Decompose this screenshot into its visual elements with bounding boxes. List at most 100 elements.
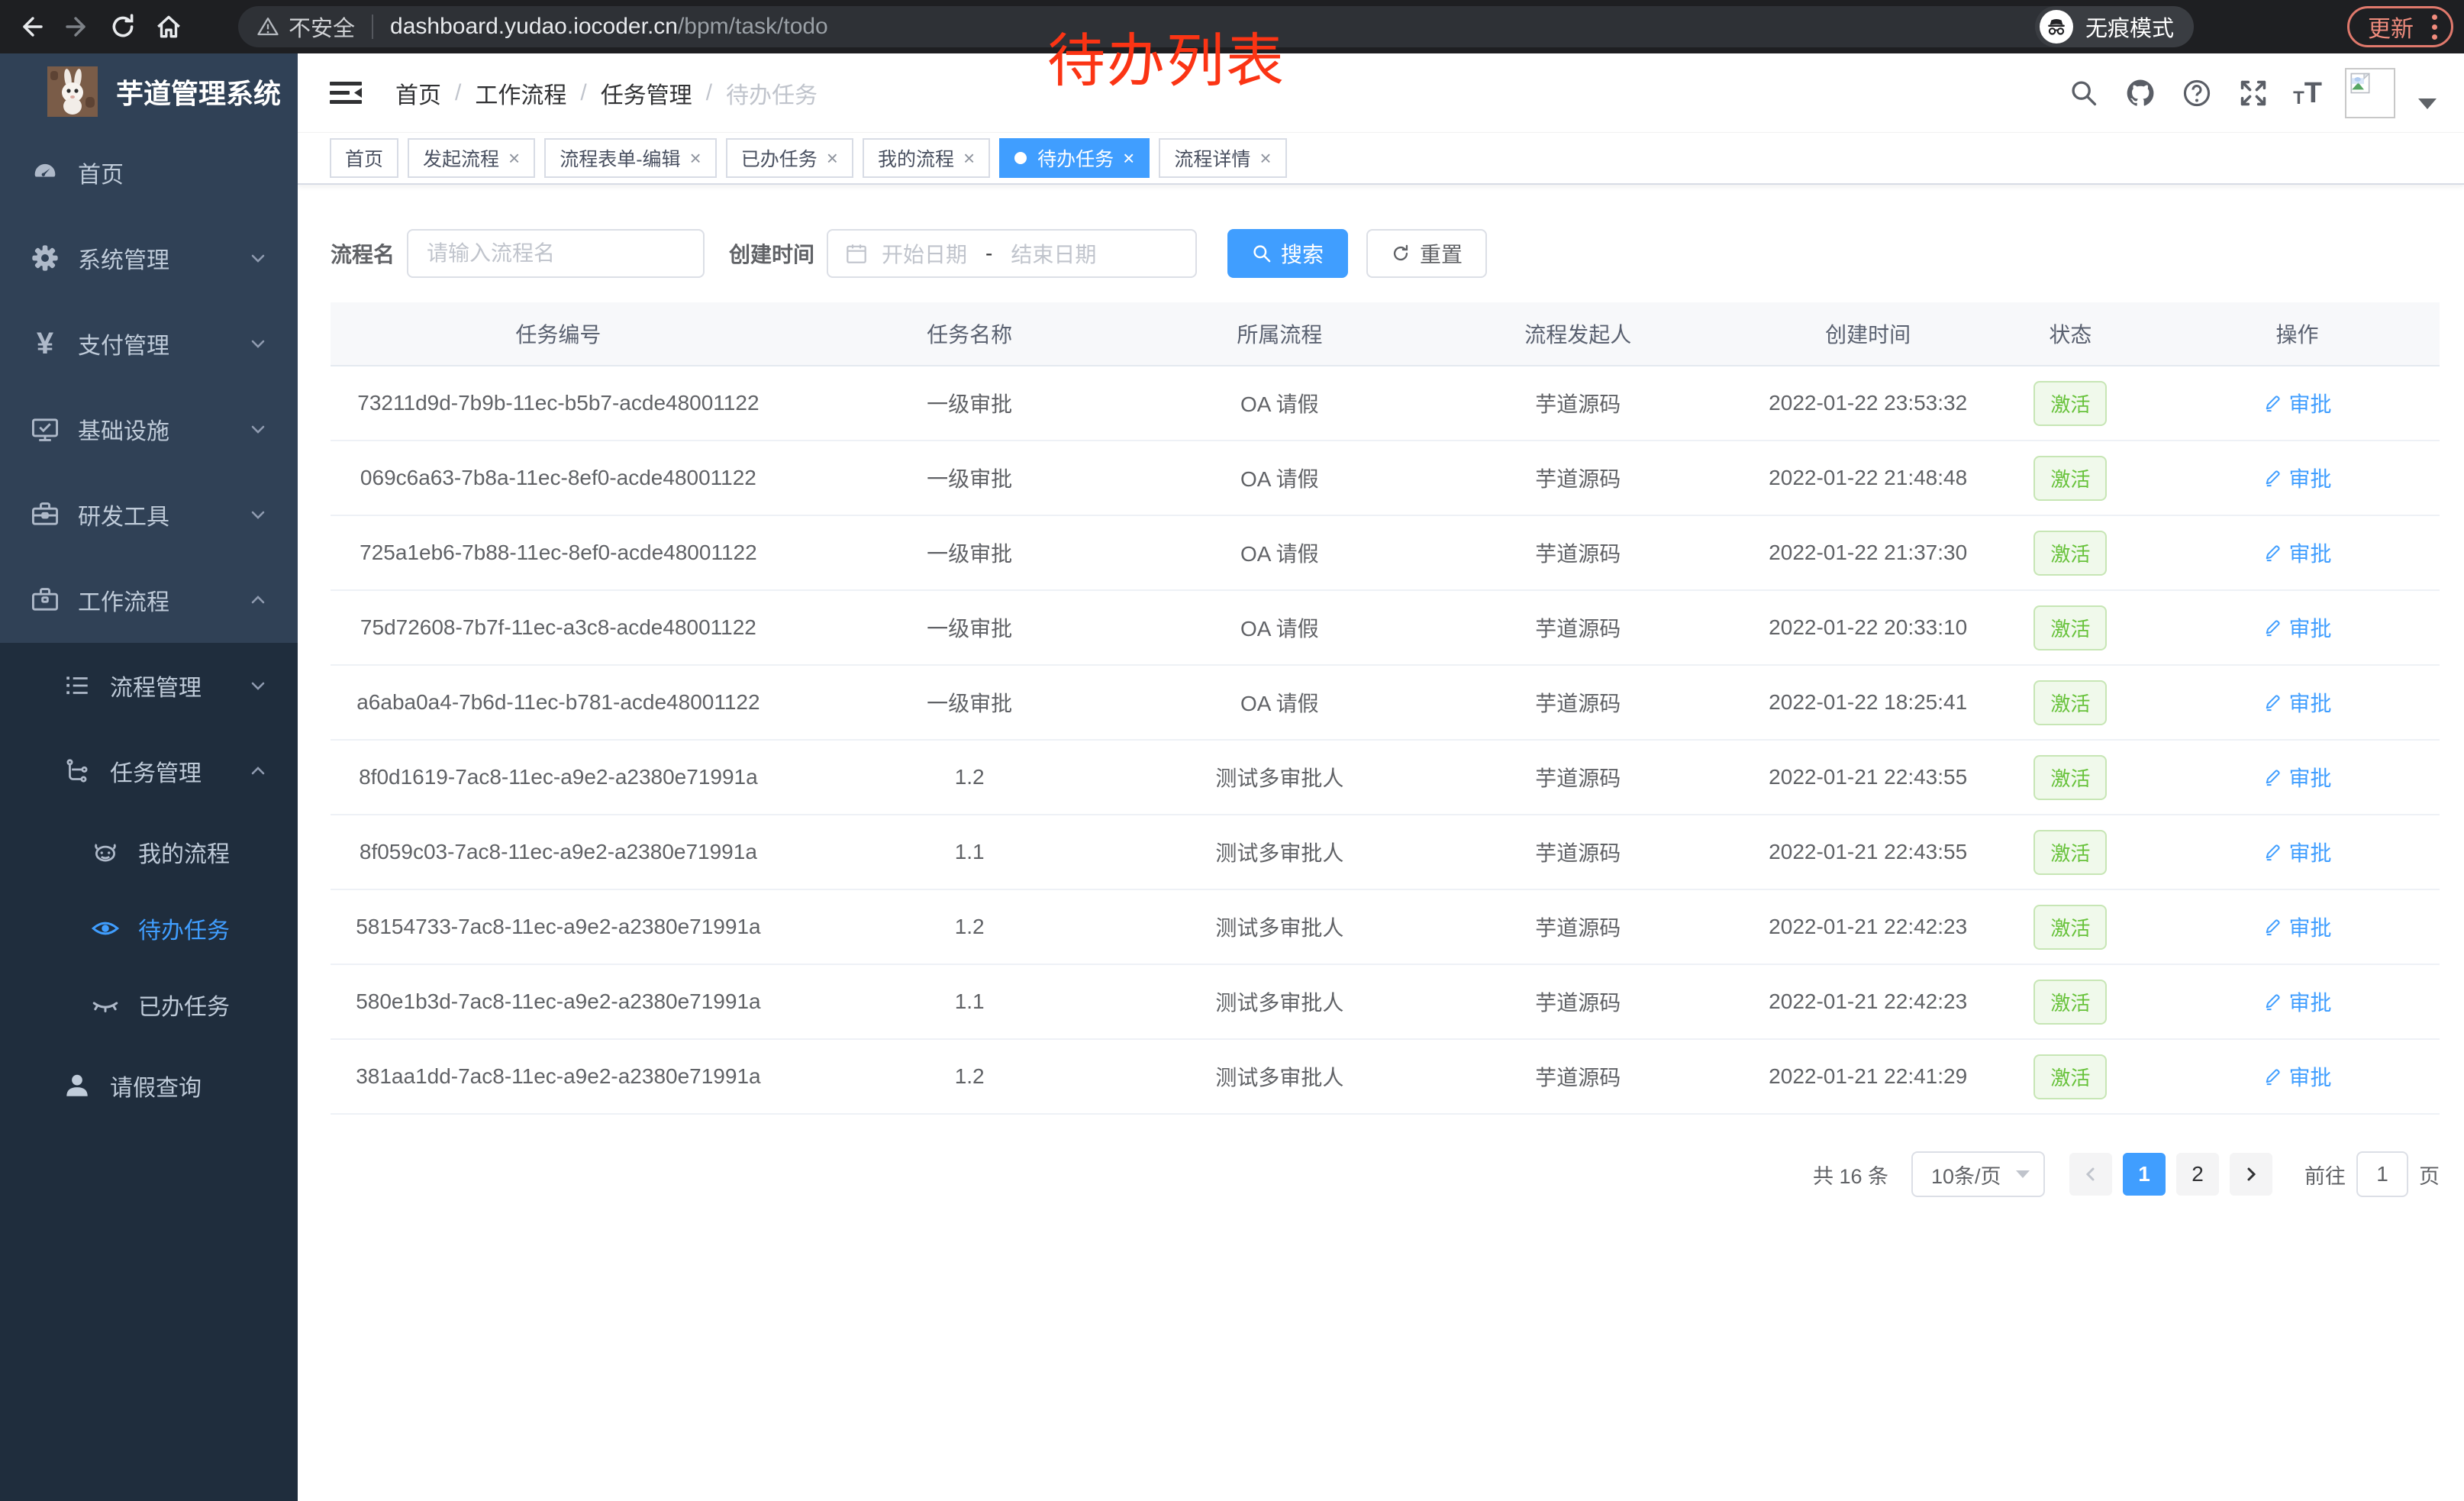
goto-page-input[interactable]: [2356, 1151, 2408, 1197]
sidebar-item-workflow[interactable]: 工作流程: [0, 557, 298, 643]
edit-icon: [2266, 395, 2281, 412]
help-icon[interactable]: [2180, 76, 2214, 110]
close-icon[interactable]: ×: [1259, 147, 1272, 169]
search-button[interactable]: 搜索: [1227, 229, 1349, 278]
chevron-down-icon: [247, 247, 269, 269]
chevron-left-icon: [2085, 1167, 2095, 1181]
incognito-badge: 无痕模式: [2034, 6, 2194, 47]
approve-link[interactable]: 审批: [2262, 837, 2331, 867]
close-icon[interactable]: ×: [1123, 147, 1135, 169]
col-status: 状态: [1985, 302, 2155, 366]
next-page-button[interactable]: [2230, 1153, 2272, 1196]
page-button-1[interactable]: 1: [2123, 1153, 2166, 1196]
approve-link[interactable]: 审批: [2262, 687, 2331, 718]
close-icon[interactable]: ×: [963, 147, 976, 169]
approve-link[interactable]: 审批: [2262, 762, 2331, 792]
url-path: /bpm/task/todo: [677, 14, 828, 39]
breadcrumb-current: 待办任务: [726, 82, 818, 108]
approve-link[interactable]: 审批: [2262, 388, 2331, 418]
filter-bar: 流程名 创建时间 开始日期 - 结束日期 搜索 重置: [331, 229, 2440, 278]
security-label: 不安全: [289, 17, 356, 41]
incognito-icon: [2039, 10, 2073, 44]
sidebar-item-todo-task[interactable]: 待办任务: [0, 890, 298, 967]
fullscreen-icon[interactable]: [2237, 76, 2270, 110]
status-badge: 激活: [2033, 679, 2108, 725]
approve-link[interactable]: 审批: [2262, 1061, 2331, 1092]
update-label: 更新: [2368, 17, 2414, 42]
approve-link[interactable]: 审批: [2262, 612, 2331, 643]
approve-link[interactable]: 审批: [2262, 986, 2331, 1017]
avatar[interactable]: [2345, 67, 2395, 118]
table-header-row: 任务编号 任务名称 所属流程 流程发起人 创建时间 状态 操作: [331, 302, 2440, 366]
back-icon[interactable]: [17, 12, 46, 41]
edit-icon: [2266, 770, 2281, 786]
update-button[interactable]: 更新: [2347, 6, 2453, 47]
reload-icon[interactable]: [108, 12, 137, 41]
col-action: 操作: [2154, 302, 2440, 366]
approve-link[interactable]: 审批: [2262, 537, 2331, 568]
tree-list-icon: [60, 671, 95, 700]
calendar-icon: [847, 244, 866, 263]
status-badge: 激活: [2033, 1054, 2108, 1099]
url-host: dashboard.yudao.iocoder.cn: [390, 14, 678, 39]
reset-button[interactable]: 重置: [1366, 229, 1488, 278]
address-bar[interactable]: 不安全 dashboard.yudao.iocoder.cn/bpm/task/…: [238, 6, 2183, 47]
sidebar-item-dev-tools[interactable]: 研发工具: [0, 472, 298, 557]
home-icon[interactable]: [154, 12, 183, 41]
github-icon[interactable]: [2124, 76, 2157, 110]
sidebar-item-leave-query[interactable]: 请假查询: [0, 1043, 298, 1128]
sidebar-collapse-icon[interactable]: [321, 70, 371, 116]
status-badge: 激活: [2033, 829, 2108, 875]
tab-start-process[interactable]: 发起流程 ×: [408, 138, 536, 178]
omnibox-divider: [372, 15, 374, 39]
sidebar-item-task-mgmt[interactable]: 任务管理: [0, 728, 298, 814]
page-button-2[interactable]: 2: [2176, 1153, 2219, 1196]
browser-menu-icon[interactable]: [2432, 14, 2437, 40]
tab-my-process[interactable]: 我的流程 ×: [862, 138, 991, 178]
app-title: 芋道管理系统: [116, 78, 282, 109]
close-icon[interactable]: ×: [689, 147, 701, 169]
sidebar-item-done-task[interactable]: 已办任务: [0, 967, 298, 1043]
status-badge: 激活: [2033, 979, 2108, 1025]
tab-home[interactable]: 首页: [330, 138, 399, 178]
tab-process-form-edit[interactable]: 流程表单-编辑 ×: [544, 138, 717, 178]
edit-icon: [2266, 545, 2281, 562]
prev-page-button[interactable]: [2069, 1153, 2112, 1196]
sidebar-item-my-process[interactable]: 我的流程: [0, 814, 298, 890]
avatar-caret-icon[interactable]: [2418, 98, 2437, 109]
sidebar-item-process-mgmt[interactable]: 流程管理: [0, 643, 298, 728]
search-icon: [1253, 245, 1271, 263]
tab-todo-task[interactable]: 待办任务 ×: [999, 138, 1150, 178]
search-icon[interactable]: [2067, 76, 2101, 110]
table-row: 8f059c03-7ac8-11ec-a9e2-a2380e71991a 1.1 测…: [331, 815, 2440, 890]
close-icon[interactable]: ×: [508, 147, 521, 169]
tab-done-task[interactable]: 已办任务 ×: [725, 138, 853, 178]
tab-process-detail[interactable]: 流程详情 ×: [1159, 138, 1287, 178]
table-row: 580e1b3d-7ac8-11ec-a9e2-a2380e71991a 1.1 测…: [331, 964, 2440, 1040]
chevron-right-icon: [2247, 1167, 2256, 1181]
sidebar-item-infrastructure[interactable]: 基础设施: [0, 386, 298, 472]
col-task-id: 任务编号: [331, 302, 786, 366]
page-size-select[interactable]: 10条/页: [1911, 1151, 2045, 1197]
breadcrumb-home[interactable]: 首页: [395, 82, 441, 108]
process-name-input[interactable]: [407, 229, 705, 278]
sidebar-item-payment[interactable]: ¥ 支付管理: [0, 301, 298, 386]
security-chip[interactable]: 不安全: [256, 11, 355, 43]
approve-link[interactable]: 审批: [2262, 912, 2331, 942]
breadcrumb-separator: /: [455, 79, 462, 105]
sidebar: 芋道管理系统 首页 系统管理 ¥ 支付管理: [0, 53, 298, 1501]
date-range-picker[interactable]: 开始日期 - 结束日期: [827, 229, 1198, 278]
warning-icon: [257, 18, 279, 36]
create-time-label: 创建时间: [729, 243, 815, 266]
sidebar-item-home[interactable]: 首页: [0, 130, 298, 215]
breadcrumb-separator: /: [580, 79, 587, 105]
approve-link[interactable]: 审批: [2262, 463, 2331, 493]
breadcrumb-workflow: 工作流程: [475, 82, 567, 108]
app-logo: 芋道管理系统: [0, 53, 298, 130]
close-icon[interactable]: ×: [826, 147, 838, 169]
sidebar-item-system[interactable]: 系统管理: [0, 215, 298, 301]
edit-icon: [2266, 919, 2281, 936]
forward-icon[interactable]: [63, 12, 92, 41]
table-row: 069c6a63-7b8a-11ec-8ef0-acde48001122 一级审批…: [331, 441, 2440, 516]
